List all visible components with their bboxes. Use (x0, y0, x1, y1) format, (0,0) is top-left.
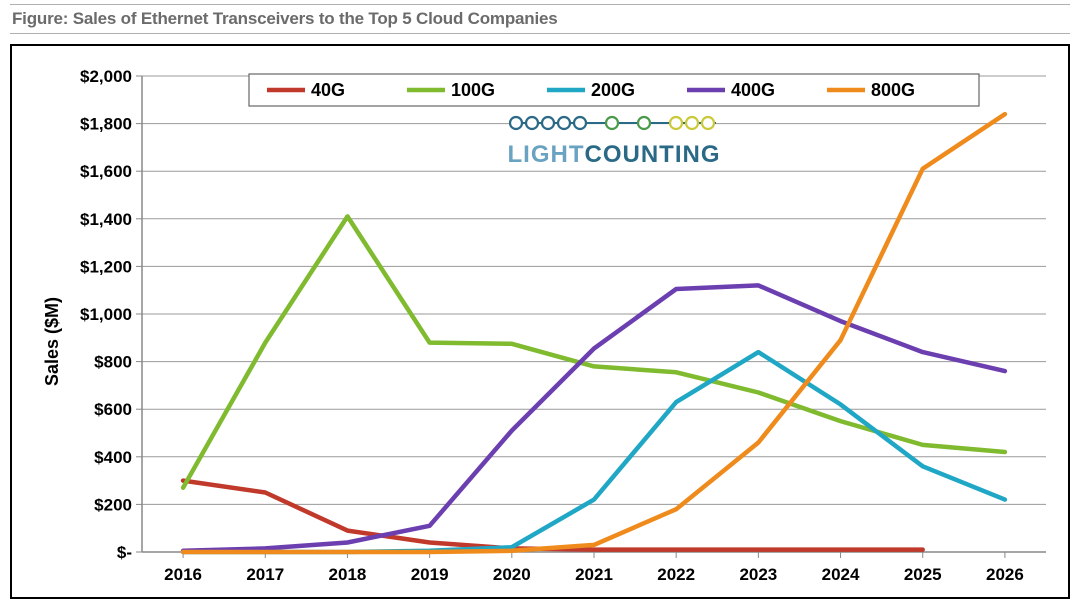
svg-text:2026: 2026 (986, 565, 1024, 584)
svg-text:2024: 2024 (822, 565, 860, 584)
legend-label-40G: 40G (311, 80, 345, 100)
legend-label-800G: 800G (871, 80, 915, 100)
svg-text:$200: $200 (94, 495, 132, 514)
sales-line-chart: $- $200 $400 $600 $800 $1,000 $1,200 $1,400 $1,6… (12, 46, 1068, 597)
svg-text:$800: $800 (94, 353, 132, 372)
svg-text:2018: 2018 (329, 565, 367, 584)
series-200G (183, 352, 1005, 552)
svg-text:2023: 2023 (739, 565, 777, 584)
svg-text:$1,600: $1,600 (80, 162, 132, 181)
svg-text:$1,800: $1,800 (80, 115, 132, 134)
svg-text:2022: 2022 (657, 565, 695, 584)
chart-container: $- $200 $400 $600 $800 $1,000 $1,200 $1,400 $1,6… (10, 44, 1070, 599)
legend-label-400G: 400G (731, 80, 775, 100)
legend-label-100G: 100G (451, 80, 495, 100)
svg-text:$-: $- (117, 543, 132, 562)
svg-text:$1,000: $1,000 (80, 305, 132, 324)
svg-text:2020: 2020 (493, 565, 531, 584)
svg-text:$2,000: $2,000 (80, 67, 132, 86)
svg-text:$1,400: $1,400 (80, 210, 132, 229)
y-axis-label: Sales ($M) (42, 297, 63, 386)
legend: 40G 100G 200G 400G 800G (249, 74, 979, 106)
svg-text:2017: 2017 (246, 565, 284, 584)
figure-title: Figure: Sales of Ethernet Transceivers t… (10, 4, 1070, 34)
svg-text:$1,200: $1,200 (80, 257, 132, 276)
svg-text:2025: 2025 (904, 565, 942, 584)
series-800G (183, 114, 1005, 552)
series-40G (183, 481, 923, 550)
svg-text:2019: 2019 (411, 565, 449, 584)
svg-text:$600: $600 (94, 400, 132, 419)
figure-page: Figure: Sales of Ethernet Transceivers t… (0, 0, 1080, 607)
legend-label-200G: 200G (591, 80, 635, 100)
svg-text:2016: 2016 (164, 565, 202, 584)
svg-text:2021: 2021 (575, 565, 613, 584)
svg-text:$400: $400 (94, 448, 132, 467)
